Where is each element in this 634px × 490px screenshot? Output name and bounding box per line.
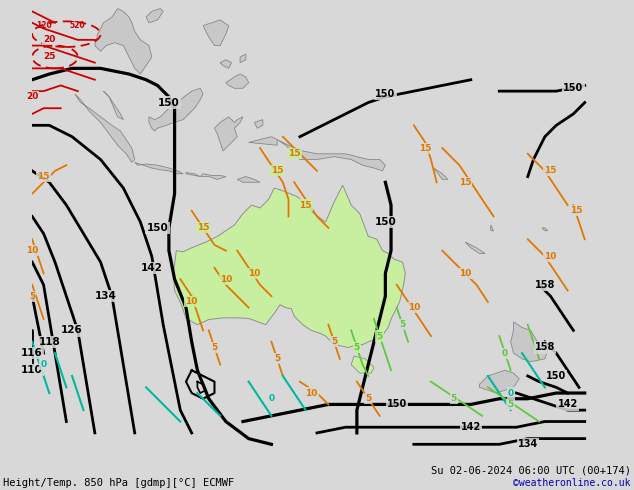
Text: 15: 15	[288, 149, 301, 158]
Text: 0: 0	[268, 394, 275, 403]
Polygon shape	[351, 356, 374, 373]
Text: 5: 5	[508, 400, 514, 409]
Text: 10: 10	[545, 252, 557, 261]
Text: 134: 134	[517, 440, 538, 449]
Polygon shape	[254, 120, 263, 128]
Text: 10: 10	[305, 389, 318, 397]
Text: 5: 5	[274, 354, 280, 364]
Text: 15: 15	[459, 178, 471, 187]
Text: 10: 10	[248, 269, 261, 278]
Text: 20: 20	[43, 35, 55, 45]
Text: 150: 150	[546, 371, 566, 381]
Text: 150: 150	[158, 98, 180, 107]
Polygon shape	[249, 137, 277, 145]
Text: 150: 150	[387, 399, 407, 410]
Polygon shape	[200, 174, 226, 179]
Polygon shape	[146, 8, 163, 23]
Text: 142: 142	[141, 263, 163, 273]
Polygon shape	[226, 74, 249, 88]
Text: 15: 15	[271, 167, 283, 175]
Text: 5: 5	[211, 343, 217, 352]
Text: 520: 520	[70, 21, 86, 30]
Polygon shape	[220, 60, 231, 68]
Text: 5: 5	[399, 320, 406, 329]
Polygon shape	[240, 54, 246, 63]
Text: 5: 5	[451, 394, 457, 403]
Text: 15: 15	[299, 200, 312, 210]
Text: 15: 15	[570, 206, 583, 215]
Text: 120: 120	[36, 21, 51, 30]
Text: 150: 150	[146, 223, 169, 233]
Polygon shape	[510, 322, 548, 362]
Text: 158: 158	[534, 280, 555, 290]
Polygon shape	[103, 91, 124, 120]
Polygon shape	[203, 20, 229, 46]
Polygon shape	[491, 225, 494, 231]
Text: 20: 20	[26, 92, 39, 101]
Polygon shape	[186, 172, 200, 176]
Text: 150: 150	[563, 83, 583, 93]
Text: 5: 5	[377, 332, 383, 341]
Polygon shape	[214, 117, 243, 151]
Polygon shape	[134, 162, 183, 174]
Text: 5: 5	[365, 394, 372, 403]
Polygon shape	[237, 176, 260, 182]
Text: 15: 15	[545, 167, 557, 175]
Text: 110: 110	[22, 365, 43, 375]
Text: 15: 15	[419, 144, 432, 152]
Text: 0: 0	[41, 360, 47, 369]
Polygon shape	[479, 370, 519, 393]
Polygon shape	[277, 140, 385, 171]
Text: 150: 150	[375, 217, 396, 227]
Text: 10: 10	[459, 269, 471, 278]
Text: 10: 10	[408, 303, 420, 312]
Polygon shape	[174, 185, 405, 347]
Text: 118: 118	[39, 337, 60, 347]
Text: Su 02-06-2024 06:00 UTC (00+174): Su 02-06-2024 06:00 UTC (00+174)	[431, 466, 631, 475]
Text: 5: 5	[354, 343, 360, 352]
Polygon shape	[542, 228, 548, 231]
Text: 15: 15	[37, 172, 50, 181]
Polygon shape	[149, 88, 203, 131]
Text: 5: 5	[331, 337, 337, 346]
Text: 10: 10	[26, 246, 39, 255]
Polygon shape	[95, 8, 152, 74]
Text: 5: 5	[29, 292, 36, 301]
Polygon shape	[465, 242, 485, 253]
Text: 150: 150	[375, 89, 396, 99]
Text: 15: 15	[197, 223, 209, 232]
Text: 116: 116	[22, 348, 43, 358]
Text: 10: 10	[186, 297, 198, 306]
Text: 10: 10	[219, 274, 232, 284]
Text: 0: 0	[502, 349, 508, 358]
Text: 25: 25	[43, 52, 56, 61]
Text: 142: 142	[557, 399, 578, 410]
Text: 142: 142	[461, 422, 481, 432]
Text: 158: 158	[534, 343, 555, 352]
Polygon shape	[434, 168, 448, 179]
Text: 0: 0	[508, 389, 514, 397]
Text: Height/Temp. 850 hPa [gdmp][°C] ECMWF: Height/Temp. 850 hPa [gdmp][°C] ECMWF	[3, 478, 235, 488]
Polygon shape	[75, 94, 134, 162]
Text: 134: 134	[95, 291, 117, 301]
Text: 126: 126	[61, 325, 83, 335]
Text: ©weatheronline.co.uk: ©weatheronline.co.uk	[514, 478, 631, 488]
